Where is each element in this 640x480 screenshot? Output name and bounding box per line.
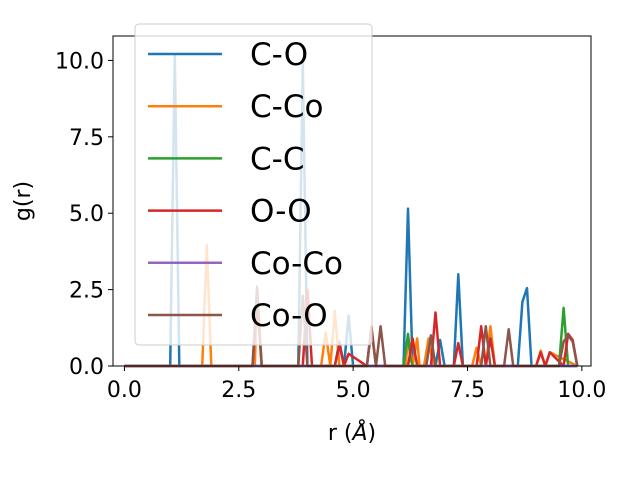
y-tick-label: 5.0 [69, 202, 104, 227]
x-tick-label: 2.5 [221, 378, 256, 403]
y-axis-label: g(r) [11, 181, 36, 221]
legend-label: Co-Co [250, 246, 343, 282]
ticks-layer: 0.0 2.5 5.0 7.5 10.0 0.0 2.5 5.0 7.5 10.0 [55, 49, 606, 403]
x-tick-label: 0.0 [107, 378, 142, 403]
legend: C-O C-Co C-C O-O Co-Co Co-O [134, 23, 373, 346]
legend-label: Co-O [250, 298, 328, 334]
legend-label: C-C [250, 141, 304, 177]
x-axis-label-unit: Å [350, 419, 367, 446]
legend-label: C-O [250, 37, 308, 73]
x-tick-label: 10.0 [557, 378, 606, 403]
y-tick-label: 7.5 [69, 126, 104, 151]
x-axis-label-close: ) [368, 421, 377, 446]
x-tick-label: 7.5 [450, 378, 485, 403]
x-tick-label: 5.0 [336, 378, 371, 403]
x-axis-label: r (Å) [328, 419, 376, 446]
y-tick-label: 10.0 [55, 49, 104, 74]
x-axis-label-text: r ( [328, 421, 353, 446]
legend-items: C-O C-Co C-C O-O Co-Co Co-O [148, 37, 343, 334]
y-tick-label: 0.0 [69, 355, 104, 380]
legend-label: O-O [250, 194, 312, 230]
series-line-3 [124, 288, 579, 368]
legend-box [134, 23, 373, 346]
legend-label: C-Co [250, 89, 323, 125]
y-tick-label: 2.5 [69, 279, 104, 304]
